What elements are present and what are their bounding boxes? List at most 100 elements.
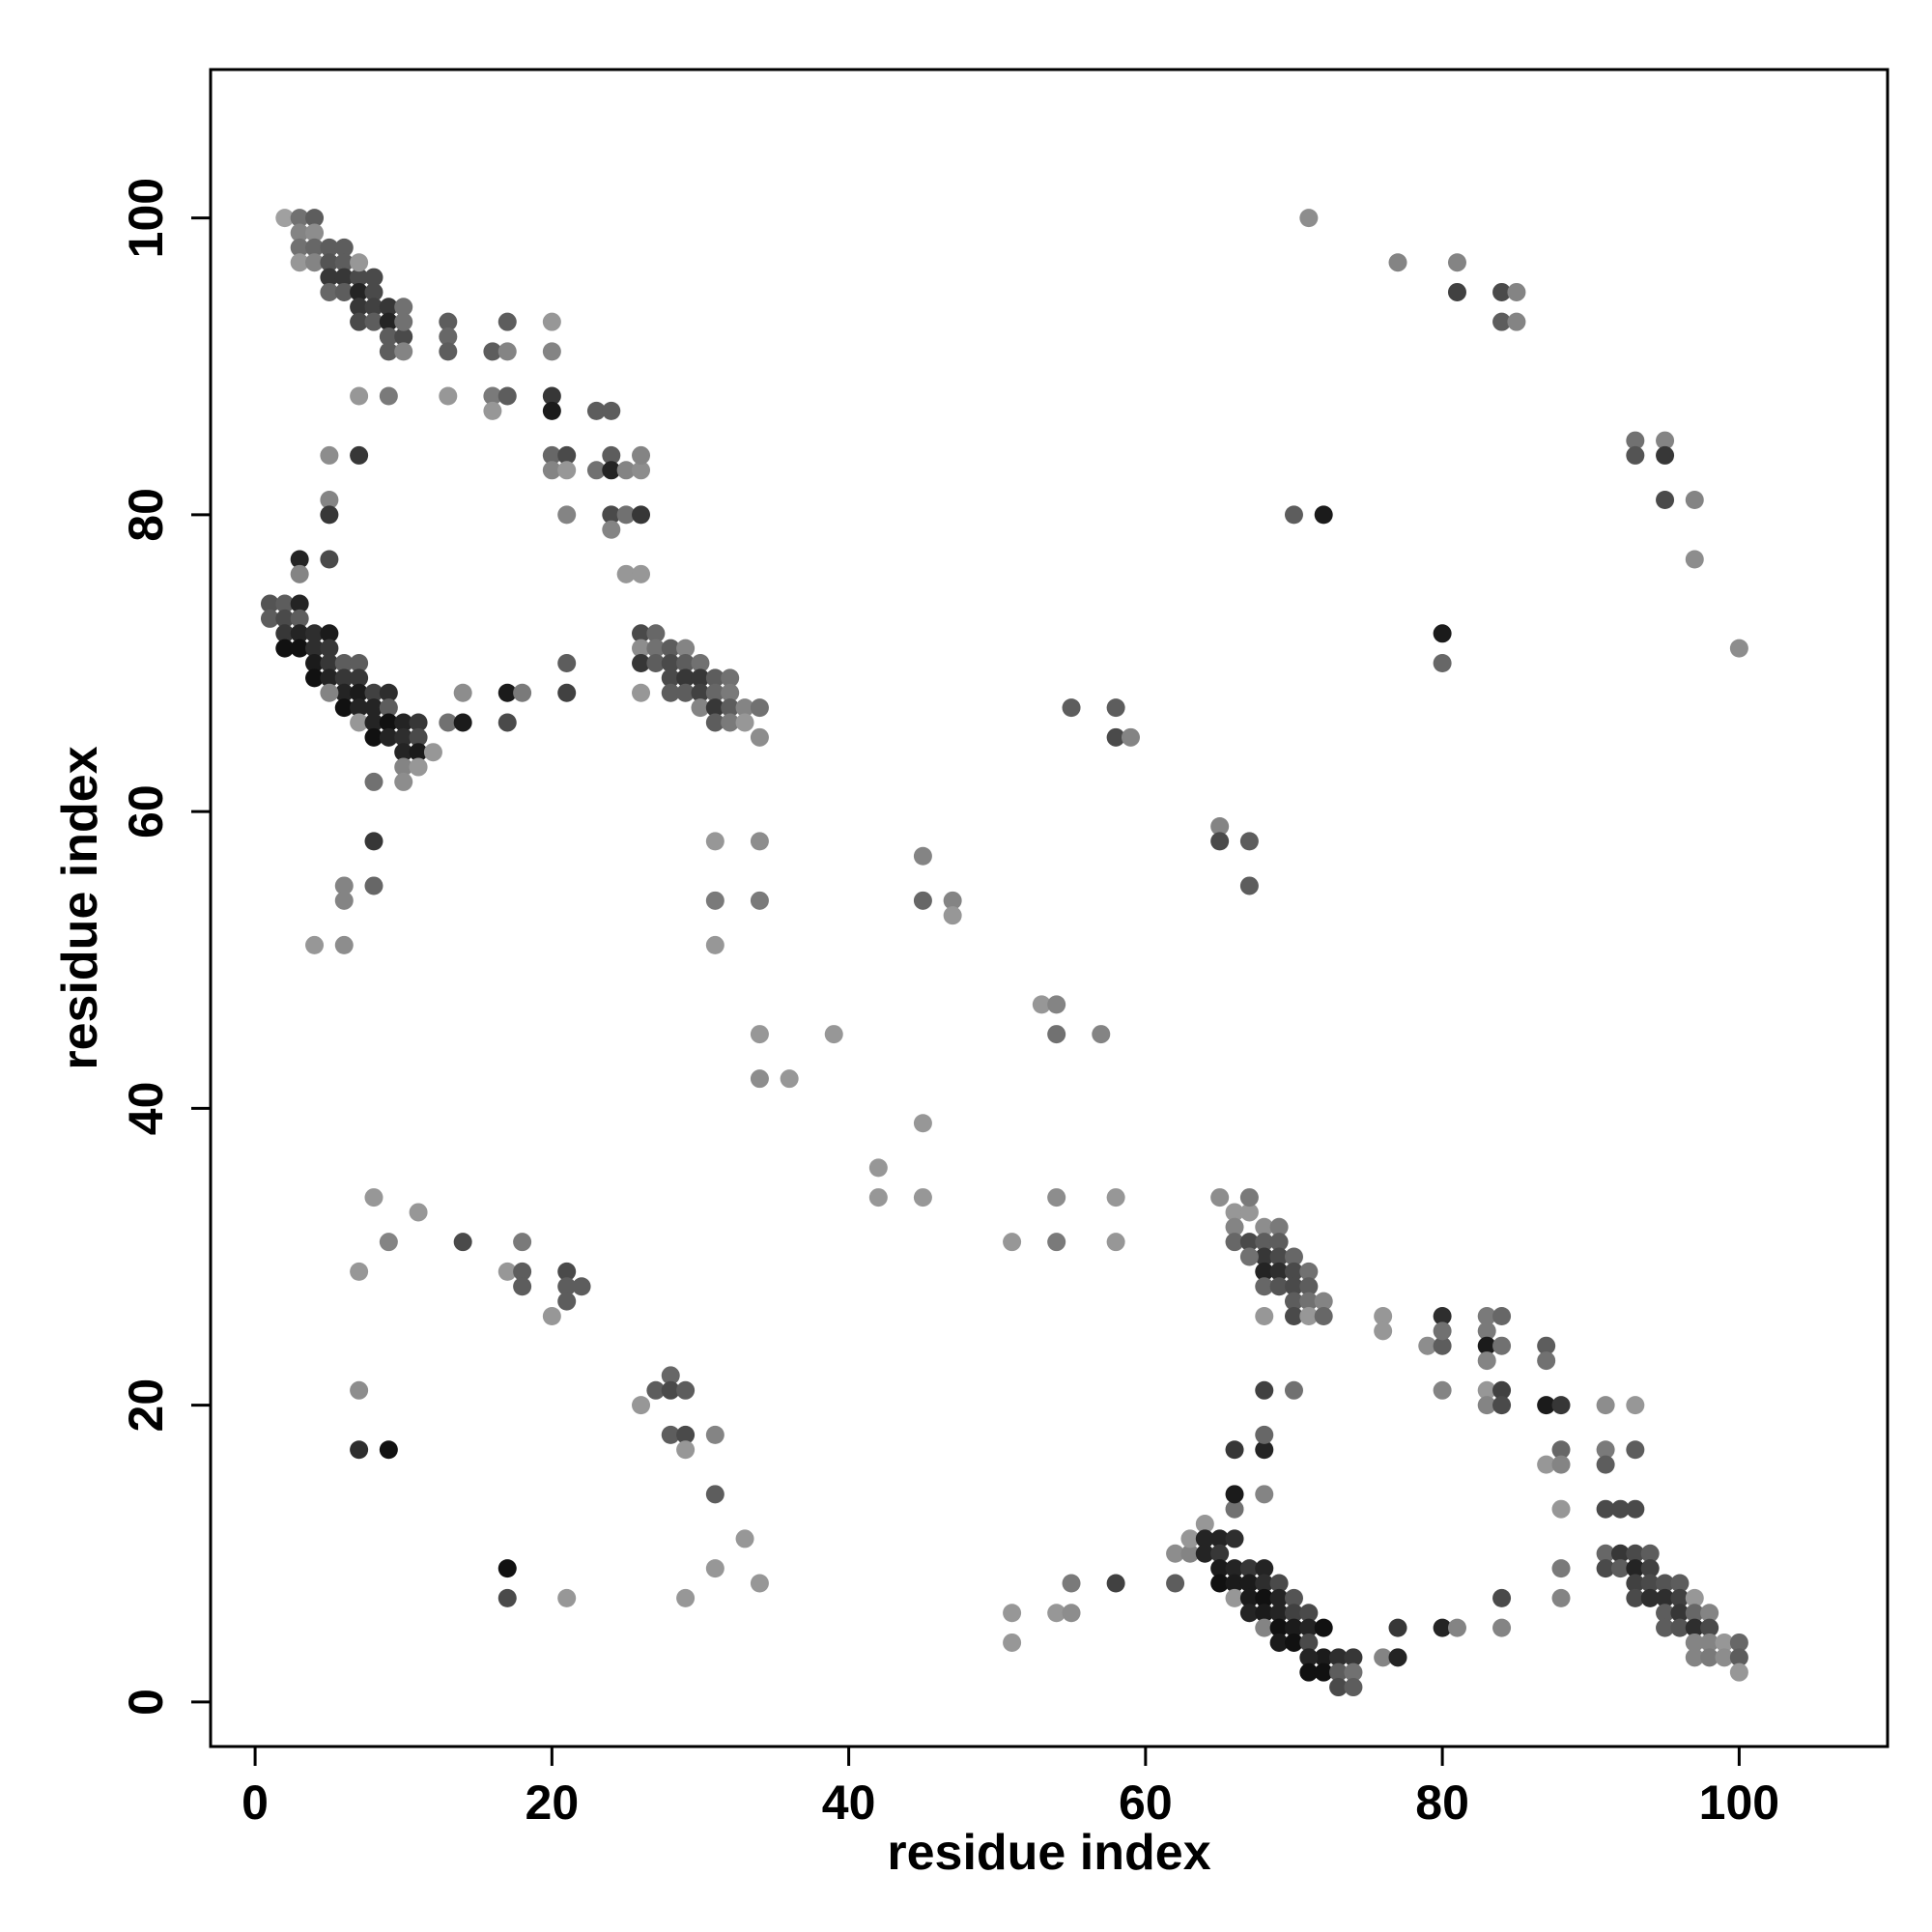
data-point — [439, 713, 458, 732]
data-point — [320, 491, 339, 510]
data-point — [1299, 1262, 1319, 1281]
data-point — [691, 683, 710, 702]
data-point — [646, 624, 666, 643]
data-point — [513, 683, 532, 702]
data-point — [1329, 1662, 1349, 1682]
data-point — [1477, 1306, 1496, 1325]
data-point — [1596, 1396, 1615, 1415]
data-point — [1670, 1604, 1690, 1623]
data-point — [1685, 1588, 1704, 1607]
data-point — [1225, 1499, 1244, 1519]
data-point — [705, 713, 724, 732]
data-point — [320, 550, 339, 569]
data-point — [350, 253, 369, 272]
data-point — [290, 564, 309, 583]
data-point — [334, 238, 354, 257]
data-point — [290, 223, 309, 242]
data-point — [483, 342, 502, 361]
data-point — [334, 268, 354, 287]
data-point — [350, 1262, 369, 1281]
data-point — [1210, 1574, 1230, 1593]
data-point — [305, 654, 325, 673]
data-point — [750, 1574, 769, 1593]
data-point — [364, 876, 384, 895]
data-point — [275, 594, 295, 613]
data-point — [1492, 312, 1512, 331]
data-point — [350, 1440, 369, 1460]
data-point — [290, 639, 309, 658]
x-axis-label: residue index — [887, 1825, 1210, 1881]
data-point — [661, 1366, 680, 1385]
data-point — [586, 461, 606, 480]
data-point — [350, 683, 369, 702]
data-point — [379, 1233, 398, 1252]
data-point — [305, 238, 325, 257]
data-point — [705, 683, 724, 702]
data-point — [364, 727, 384, 747]
data-point — [305, 935, 325, 954]
data-point — [1685, 550, 1704, 569]
data-point — [1210, 817, 1230, 837]
data-point — [1374, 1648, 1393, 1667]
data-point — [1656, 1604, 1675, 1623]
x-axis: 0 20 40 60 80 100 — [242, 1745, 1779, 1830]
data-point — [1299, 1633, 1319, 1652]
data-point — [364, 312, 384, 331]
data-point — [497, 713, 517, 732]
data-point — [1284, 1618, 1303, 1637]
data-point — [676, 639, 696, 658]
data-point — [1685, 1604, 1704, 1623]
data-point — [705, 935, 724, 954]
data-point — [1269, 1604, 1289, 1623]
data-point — [350, 386, 369, 406]
data-point — [350, 268, 369, 287]
data-point — [616, 461, 636, 480]
data-point — [334, 698, 354, 718]
data-point — [1656, 1588, 1675, 1607]
data-point — [305, 209, 325, 228]
data-point — [1269, 1247, 1289, 1266]
data-point — [1715, 1648, 1734, 1667]
data-point — [1269, 1277, 1289, 1296]
data-point — [1284, 1604, 1303, 1623]
data-point — [497, 1559, 517, 1578]
data-point — [1195, 1529, 1214, 1548]
data-point — [379, 698, 398, 718]
data-point — [1685, 1648, 1704, 1667]
x-tick-label: 80 — [1415, 1776, 1469, 1830]
data-point — [394, 727, 413, 747]
data-point — [780, 1069, 799, 1089]
data-point — [334, 282, 354, 301]
data-point — [632, 639, 651, 658]
data-point — [1225, 1233, 1244, 1252]
data-point — [1210, 832, 1230, 851]
data-point — [1166, 1574, 1185, 1593]
data-point — [350, 312, 369, 331]
data-point — [1106, 1188, 1125, 1208]
x-tick-label: 0 — [242, 1776, 269, 1830]
data-point — [1715, 1633, 1734, 1652]
data-points — [260, 209, 1748, 1697]
data-point — [320, 282, 339, 301]
data-point — [1610, 1559, 1630, 1578]
data-point — [350, 668, 369, 688]
data-point — [1492, 1618, 1512, 1637]
data-point — [1269, 1633, 1289, 1652]
data-point — [1626, 1544, 1645, 1563]
data-point — [320, 654, 339, 673]
data-point — [1537, 1351, 1556, 1371]
data-point — [1239, 1247, 1259, 1266]
data-point — [1284, 1292, 1303, 1311]
data-point — [334, 891, 354, 910]
data-point — [1284, 1306, 1303, 1325]
data-point — [379, 312, 398, 331]
data-point — [1255, 1485, 1274, 1504]
data-point — [305, 253, 325, 272]
data-point — [1239, 1203, 1259, 1222]
x-tick-label: 60 — [1119, 1776, 1173, 1830]
data-point — [1239, 1188, 1259, 1208]
data-point — [1269, 1217, 1289, 1236]
data-point — [1180, 1529, 1200, 1548]
data-point — [1166, 1544, 1185, 1563]
data-point — [320, 445, 339, 465]
